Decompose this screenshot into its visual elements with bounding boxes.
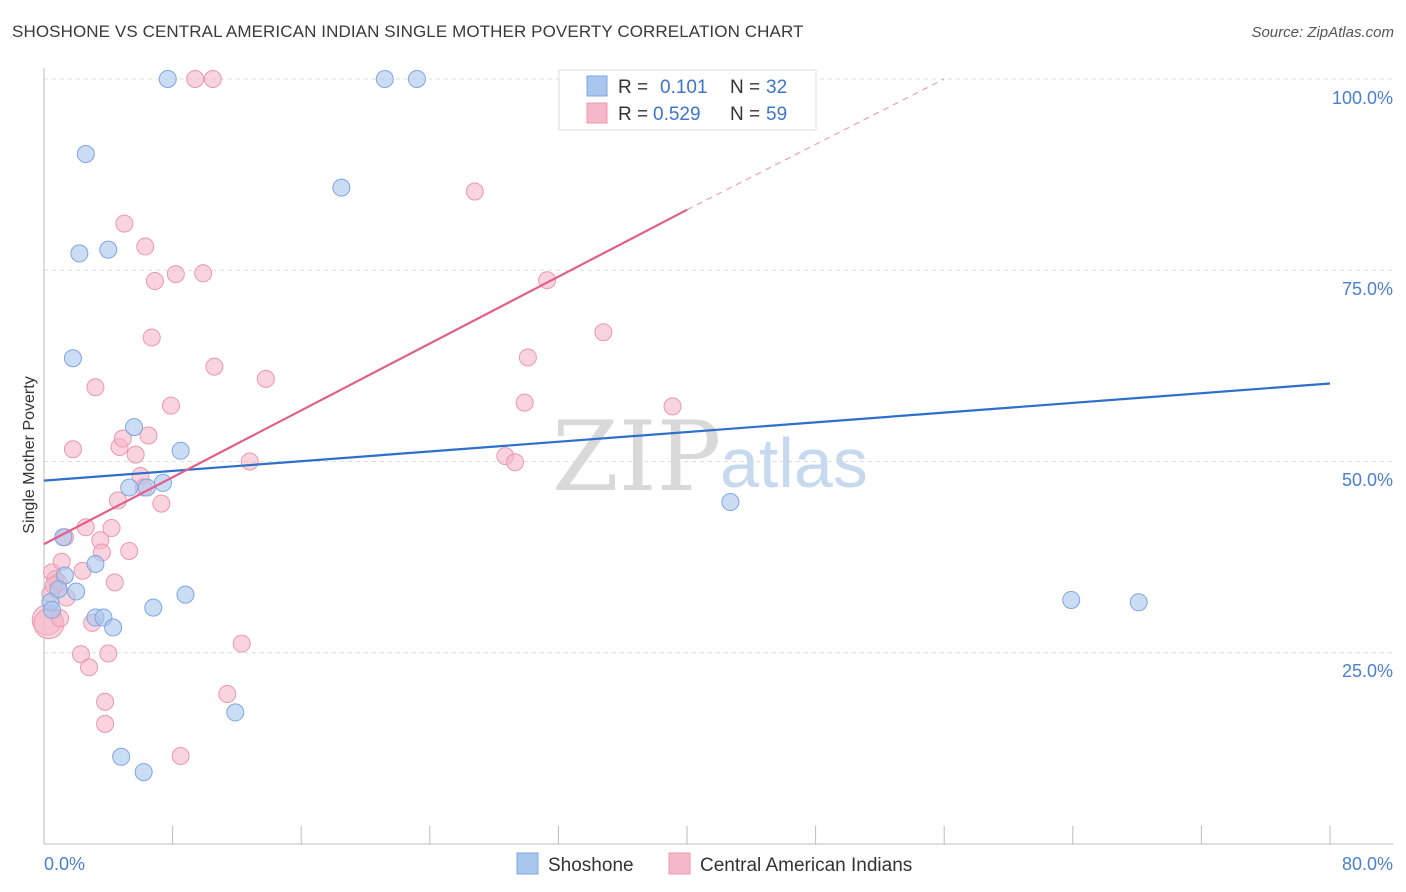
cai-point-8 — [63, 440, 82, 459]
cai-point-40 — [203, 70, 222, 88]
shoshone-point-10 — [99, 240, 118, 259]
shoshone-point-6 — [76, 144, 95, 163]
cai-point-30 — [136, 237, 155, 256]
legend-n-label-shoshone: N = — [730, 77, 760, 98]
shoshone-point-17 — [144, 598, 163, 617]
cai-point-41 — [205, 357, 224, 376]
legend-n-value-cai: 59 — [766, 104, 787, 125]
x-tick-label-min: 0.0% — [44, 854, 85, 874]
cai-point-9 — [71, 645, 90, 664]
chart-title: SHOSHONE VS CENTRAL AMERICAN INDIAN SING… — [12, 22, 804, 41]
legend-swatch-shoshone — [586, 75, 608, 97]
cai-point-50 — [518, 348, 537, 367]
cai-point-39 — [194, 264, 213, 283]
cai-point-31 — [139, 426, 158, 445]
source-label: Source: ZipAtlas.com — [1251, 24, 1394, 41]
legend-n-label-cai: N = — [730, 104, 760, 125]
shoshone-point-29 — [1129, 593, 1148, 612]
legend-r-label-shoshone: R = — [618, 77, 648, 98]
grid-layer — [44, 78, 1393, 654]
shoshone-point-28 — [1062, 590, 1081, 609]
shoshone-point-14 — [125, 418, 144, 437]
cai-point-21 — [105, 573, 124, 592]
y-axis-label: Single Mother Poverty — [21, 376, 38, 533]
shoshone-point-13 — [120, 478, 139, 497]
legend-r-label-cai: R = — [618, 104, 648, 125]
cai-point-46 — [465, 182, 484, 201]
cai-point-34 — [152, 494, 171, 513]
shoshone-point-7 — [86, 555, 105, 574]
cai-point-17 — [96, 692, 115, 711]
cai-point-38 — [186, 70, 205, 88]
cai-point-55 — [663, 397, 682, 416]
cai-point-54 — [594, 323, 613, 342]
legend-r-value-shoshone: 0.101 — [660, 77, 708, 98]
cai-point-33 — [145, 271, 164, 290]
shoshone-point-15 — [134, 763, 153, 782]
shoshone-point-5 — [70, 244, 89, 263]
watermark: ZIP atlas — [552, 401, 868, 513]
axis-layer — [43, 68, 1393, 845]
bottom-legend-label-shoshone: Shoshone — [548, 855, 634, 876]
cai-point-20 — [102, 519, 121, 538]
trend-line-shoshone — [43, 382, 1331, 482]
cai-point-48 — [505, 453, 524, 472]
trend-lines — [43, 78, 1331, 546]
y-tick-label-25: 25.0% — [1342, 661, 1393, 681]
shoshone-point-12 — [112, 747, 131, 766]
shoshone-point-19 — [158, 70, 177, 88]
trend-line-cai-extension — [686, 78, 945, 211]
shoshone-point-27 — [721, 493, 740, 512]
cai-point-43 — [232, 634, 251, 653]
legend-swatch-cai — [586, 102, 608, 124]
cai-point-18 — [96, 714, 115, 733]
series-legend: Shoshone Central American Indians — [516, 852, 912, 876]
x-tick-label-max: 80.0% — [1342, 854, 1393, 874]
shoshone-point-30 — [67, 582, 86, 601]
series-shoshone — [41, 70, 1148, 782]
cai-point-27 — [126, 445, 145, 464]
bottom-legend-swatch-cai — [668, 852, 691, 875]
bottom-legend-label-cai: Central American Indians — [700, 855, 912, 876]
cai-point-19 — [99, 644, 118, 663]
cai-point-32 — [142, 328, 161, 347]
cai-point-35 — [161, 396, 180, 415]
shoshone-point-21 — [176, 585, 195, 604]
cai-point-45 — [256, 369, 275, 388]
shoshone-point-11 — [104, 618, 123, 637]
y-tick-label-75: 75.0% — [1342, 279, 1393, 299]
legend-r-value-cai: 0.529 — [653, 104, 701, 125]
shoshone-point-31 — [49, 580, 68, 599]
shoshone-point-1 — [43, 600, 62, 619]
stats-legend: R = 0.101 N = 32 R = 0.529 N = 59 — [558, 69, 817, 131]
y-tick-label-100: 100.0% — [1332, 88, 1393, 108]
cai-point-37 — [171, 747, 190, 766]
cai-point-14 — [86, 378, 105, 397]
cai-point-25 — [115, 214, 134, 233]
cai-point-36 — [166, 265, 185, 284]
cai-point-12 — [80, 658, 99, 677]
cai-point-44 — [240, 452, 259, 471]
shoshone-point-24 — [375, 70, 394, 88]
y-tick-label-50: 50.0% — [1342, 470, 1393, 490]
trend-line-cai — [43, 208, 688, 546]
bottom-legend-swatch-shoshone — [516, 852, 539, 875]
cai-point-42 — [218, 685, 237, 704]
shoshone-point-25 — [407, 70, 426, 88]
cai-point-24 — [113, 429, 132, 448]
watermark-atlas: atlas — [720, 424, 868, 502]
legend-n-value-shoshone: 32 — [766, 77, 787, 98]
cai-point-49 — [515, 393, 534, 412]
cai-point-26 — [120, 542, 139, 561]
shoshone-point-4 — [63, 349, 82, 368]
shoshone-point-20 — [171, 441, 190, 460]
shoshone-point-23 — [332, 178, 351, 197]
shoshone-point-22 — [226, 703, 245, 722]
watermark-zip: ZIP — [552, 401, 721, 513]
